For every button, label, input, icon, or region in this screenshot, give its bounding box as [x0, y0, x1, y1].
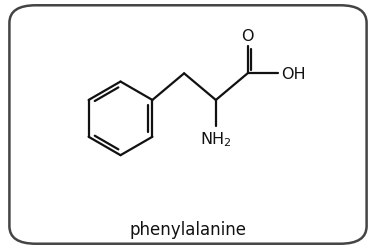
Text: O: O [241, 29, 254, 44]
Text: OH: OH [281, 66, 305, 82]
Text: phenylalanine: phenylalanine [129, 220, 247, 238]
Text: NH$_2$: NH$_2$ [200, 130, 232, 148]
